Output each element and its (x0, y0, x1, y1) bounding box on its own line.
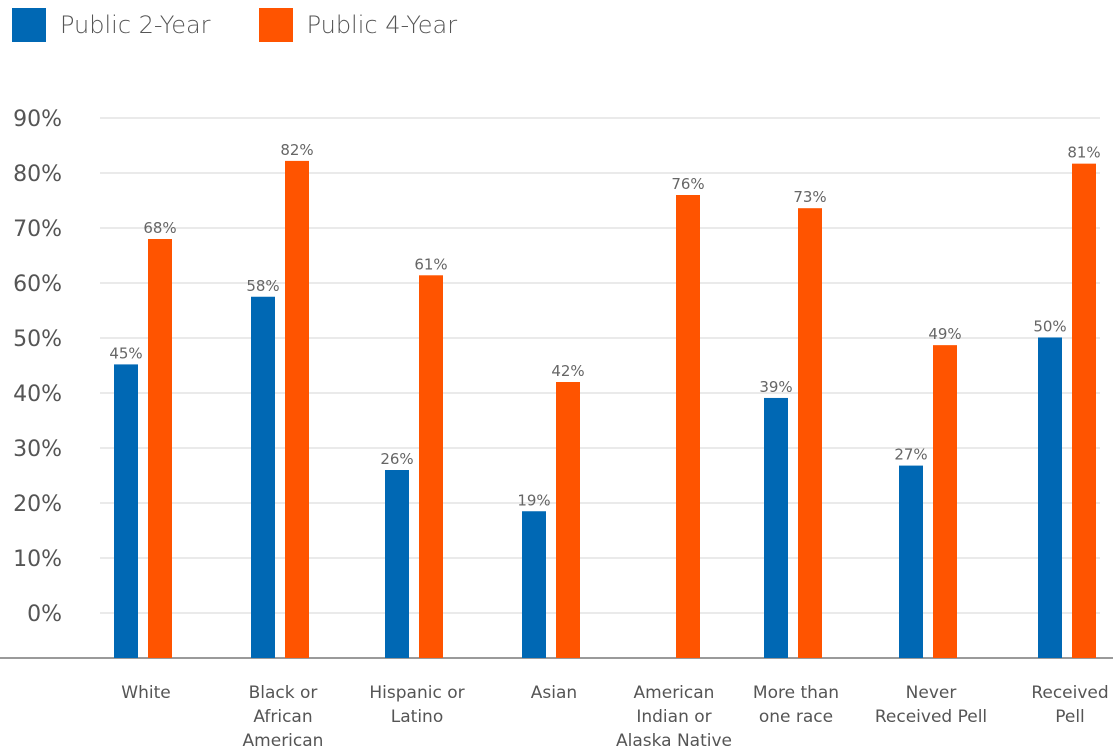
x-tick-label: African (253, 707, 312, 727)
bar (1072, 163, 1096, 658)
legend-label-public-2-year: Public 2-Year (60, 11, 211, 39)
data-label: 58% (246, 277, 279, 295)
data-label: 45% (109, 344, 142, 362)
y-tick-label: 10% (13, 547, 62, 572)
data-label: 27% (894, 446, 927, 464)
bar (419, 275, 443, 658)
bar (1038, 337, 1062, 658)
x-tick-label: More than (753, 683, 839, 703)
data-label: 19% (517, 491, 550, 509)
data-label: 73% (793, 188, 826, 206)
bar (899, 465, 923, 658)
x-tick-label: Received Pell (875, 707, 987, 727)
data-label: 68% (143, 219, 176, 237)
bar (676, 195, 700, 658)
legend-swatch-public-2-year (12, 8, 46, 42)
y-tick-label: 30% (13, 437, 62, 462)
data-label: 39% (759, 378, 792, 396)
y-tick-label: 20% (13, 492, 62, 517)
y-tick-label: 60% (13, 272, 62, 297)
legend-item-public-4-year: Public 4-Year (258, 8, 458, 42)
y-tick-label: 90% (13, 107, 62, 132)
bar (114, 364, 138, 658)
bar (764, 397, 788, 658)
x-tick-label: American (634, 683, 715, 703)
y-tick-label: 50% (13, 327, 62, 352)
data-label: 26% (380, 450, 413, 468)
y-tick-label: 70% (13, 217, 62, 242)
x-tick-label: Pell (1055, 707, 1085, 727)
y-tick-label: 40% (13, 382, 62, 407)
legend: Public 2-Year Public 4-Year (12, 8, 505, 42)
x-tick-label: American (243, 731, 324, 751)
x-tick-label: White (121, 683, 170, 703)
x-tick-label: Never (906, 683, 957, 703)
bar (556, 382, 580, 658)
x-tick-label: Indian or (636, 707, 711, 727)
data-label: 50% (1033, 317, 1066, 335)
bar (933, 345, 957, 658)
x-tick-label: Hispanic or (369, 683, 464, 703)
y-tick-label: 0% (27, 602, 62, 627)
x-tick-label: Asian (531, 683, 577, 703)
bar (798, 208, 822, 658)
data-label: 81% (1067, 144, 1100, 162)
x-tick-label: Latino (391, 707, 443, 727)
legend-swatch-public-4-year (258, 8, 293, 42)
bar (285, 160, 309, 658)
x-tick-label: Alaska Native (616, 731, 732, 751)
legend-item-public-2-year: Public 2-Year (12, 8, 211, 42)
x-tick-label: Received (1031, 683, 1108, 703)
bar (251, 296, 275, 658)
legend-label-public-4-year: Public 4-Year (306, 11, 458, 39)
y-tick-label: 80% (13, 162, 62, 187)
data-label: 76% (671, 175, 704, 193)
bar (522, 511, 546, 658)
x-tick-label: one race (759, 707, 833, 727)
data-label: 61% (414, 255, 447, 273)
data-label: 42% (551, 362, 584, 380)
bar (385, 470, 409, 658)
data-label: 82% (280, 141, 313, 159)
data-label: 49% (928, 325, 961, 343)
x-tick-label: Black or (249, 683, 318, 703)
bar (148, 239, 172, 658)
